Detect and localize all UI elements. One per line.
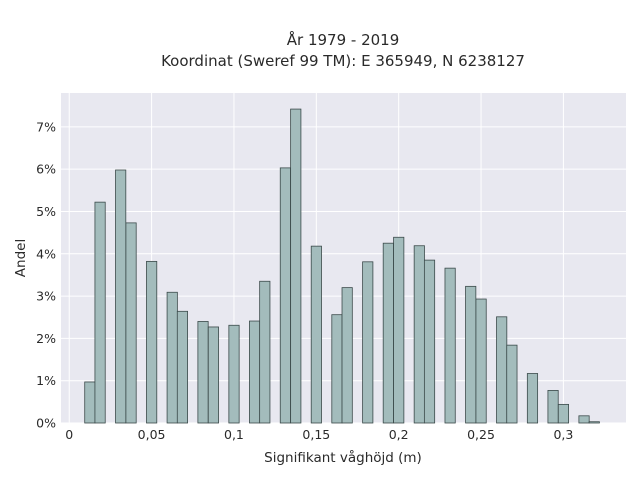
histogram-bar xyxy=(228,324,240,424)
x-tick-label: 0,2 xyxy=(389,427,409,442)
histogram-bar xyxy=(496,316,508,424)
x-tick-label: 0,05 xyxy=(138,427,166,442)
histogram-bar xyxy=(444,267,456,424)
histogram-bar xyxy=(84,381,96,424)
histogram-bar xyxy=(506,344,518,424)
histogram-bar xyxy=(362,261,374,424)
histogram-bar xyxy=(125,222,137,424)
histogram-bar xyxy=(259,280,271,424)
y-tick-label: 4% xyxy=(36,246,56,261)
histogram-bar xyxy=(557,403,569,424)
histogram-bar xyxy=(331,314,343,424)
histogram-bar xyxy=(176,310,188,424)
bars xyxy=(84,108,600,424)
y-tick-label: 0% xyxy=(36,416,56,431)
histogram-bar xyxy=(588,421,600,424)
y-tick-label: 1% xyxy=(36,373,56,388)
y-tick-label: 3% xyxy=(36,289,56,304)
y-tick-label: 2% xyxy=(36,331,56,346)
x-tick-label: 0,1 xyxy=(224,427,244,442)
x-tick-label: 0 xyxy=(65,427,73,442)
histogram-bar xyxy=(341,287,353,424)
histogram-bar xyxy=(413,245,425,424)
y-axis-ticks: 0% 1% 2% 3% 4% 5% 6% 7% xyxy=(36,119,56,430)
histogram-bar xyxy=(166,291,178,424)
histogram-bar xyxy=(197,321,209,424)
histogram-bar xyxy=(279,167,291,424)
x-tick-label: 0,15 xyxy=(302,427,330,442)
x-tick-label: 0,25 xyxy=(467,427,495,442)
histogram-bar xyxy=(393,236,405,424)
histogram-bar xyxy=(310,245,322,424)
x-axis-ticks: 0 0,05 0,1 0,15 0,2 0,25 0,3 xyxy=(65,427,573,442)
histogram-bar xyxy=(115,169,127,424)
y-tick-label: 5% xyxy=(36,204,56,219)
histogram-bar xyxy=(249,320,261,424)
histogram-bar xyxy=(207,326,219,424)
histogram-bar xyxy=(465,285,477,424)
histogram-bar xyxy=(94,201,106,424)
histogram-bar xyxy=(578,415,590,424)
histogram-bar xyxy=(475,298,487,424)
histogram-bar xyxy=(146,260,158,424)
histogram-bar xyxy=(423,259,436,424)
histogram-bar xyxy=(382,242,394,424)
y-axis-label: Andel xyxy=(13,239,29,277)
histogram-bar xyxy=(290,108,302,424)
chart-title-line2: Koordinat (Sweref 99 TM): E 365949, N 62… xyxy=(161,52,525,70)
x-axis-label: Signifikant våghöjd (m) xyxy=(264,449,422,466)
y-tick-label: 6% xyxy=(36,162,56,177)
histogram-bar xyxy=(526,373,539,424)
x-tick-label: 0,3 xyxy=(553,427,573,442)
y-tick-label: 7% xyxy=(36,119,56,134)
chart-title-line1: År 1979 - 2019 xyxy=(287,30,400,49)
histogram-bar xyxy=(547,390,559,424)
